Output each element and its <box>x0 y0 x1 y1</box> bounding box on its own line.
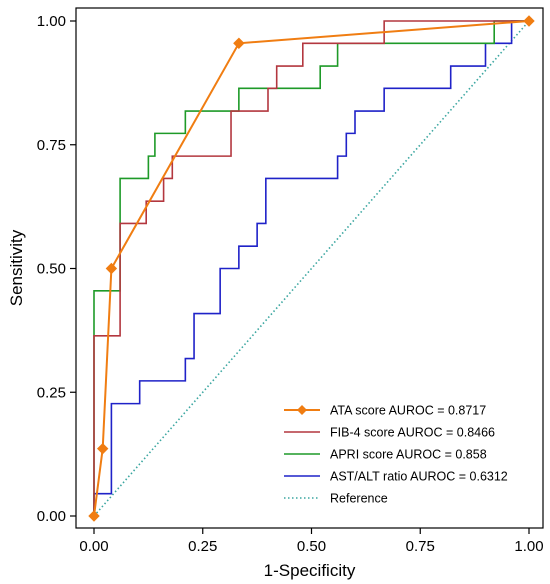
y-axis-title: Sensitivity <box>7 229 26 306</box>
series-line-2 <box>93 20 529 516</box>
legend-label: AST/ALT ratio AUROC = 0.6312 <box>330 470 508 484</box>
series-point <box>105 262 118 275</box>
legend-label: APRI score AUROC = 0.858 <box>330 448 487 462</box>
legend-label: ATA score AUROC = 0.8717 <box>330 404 486 418</box>
x-axis-title: 1-Specificity <box>264 561 356 580</box>
legend-label: FIB-4 score AUROC = 0.8466 <box>330 426 495 440</box>
y-tick-label: 0.00 <box>37 508 66 525</box>
series-point <box>233 37 245 49</box>
series-line-5 <box>93 20 530 517</box>
plot-area <box>88 15 535 522</box>
legend-label: Reference <box>330 492 388 506</box>
x-tick-label: 1.00 <box>514 538 543 555</box>
y-tick-label: 0.50 <box>37 261 66 278</box>
series-point <box>96 442 109 455</box>
legend-marker <box>297 405 307 415</box>
y-tick-label: 0.75 <box>37 137 66 154</box>
series-point <box>88 510 100 522</box>
series-point <box>523 15 535 27</box>
x-tick-label: 0.50 <box>297 538 326 555</box>
x-tick-label: 0.25 <box>188 538 217 555</box>
y-tick-label: 0.25 <box>37 384 66 401</box>
series-line-4 <box>93 20 529 516</box>
y-tick-label: 1.00 <box>37 13 66 30</box>
axes: 0.00 0.25 0.50 0.75 1.00 0.00 0.25 0.50 0.75 1.00 <box>37 7 544 555</box>
legend: ATA score AUROC = 0.8717 FIB-4 score AURO… <box>284 404 508 506</box>
x-tick-label: 0.00 <box>79 538 108 555</box>
x-tick-label: 0.75 <box>406 538 435 555</box>
